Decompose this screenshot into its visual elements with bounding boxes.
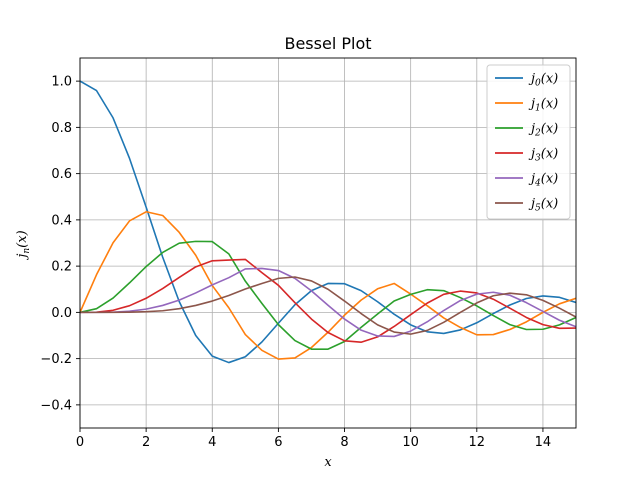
plot-area: 0 2 4 6 8 10 12 14−0.4−0.20.00.20.40.60.81.0	[40, 57, 577, 450]
series-line-5	[80, 276, 576, 335]
y-tick-label: 0.8	[51, 121, 72, 136]
legend-label-subscript: 4	[534, 179, 541, 189]
y-axis-label-arg: (x)	[15, 230, 30, 247]
legend-entry-label: j5(x)	[528, 197, 558, 214]
legend-label-arg: (x)	[541, 72, 558, 87]
y-tick-label: 0.0	[51, 306, 72, 321]
axes-frame	[79, 57, 577, 429]
legend-label-subscript: 3	[535, 154, 541, 164]
x-tick-label: 12	[469, 435, 486, 450]
x-tick-label: 2	[142, 435, 150, 450]
legend: j0(x)j1(x)j2(x)j3(x)j4(x)j5(x)	[486, 64, 571, 220]
legend-label-subscript: 5	[535, 204, 541, 214]
legend-label-j: j	[528, 147, 535, 162]
legend-entry-label: j1(x)	[528, 97, 558, 114]
legend-label-j: j	[528, 122, 535, 137]
x-tick-label: 8	[340, 435, 348, 450]
legend-label-arg: (x)	[541, 147, 558, 162]
legend-label-subscript: 0	[535, 79, 541, 89]
series-line-0	[80, 80, 576, 364]
y-tick-label: 0.4	[51, 213, 72, 228]
series-line-3	[80, 258, 576, 344]
y-axis-label-subscript: n	[22, 248, 32, 254]
legend-label-arg: (x)	[541, 172, 558, 187]
x-tick-label: 10	[402, 435, 419, 450]
legend-label-subscript: 2	[534, 129, 541, 139]
x-tick-label: 14	[535, 435, 552, 450]
y-axis-label-j: j	[15, 254, 30, 261]
x-tick-label: 6	[274, 435, 282, 450]
legend-entry-label: j3(x)	[528, 147, 558, 164]
x-tick-label: 4	[208, 435, 216, 450]
legend-label-arg: (x)	[541, 197, 558, 212]
y-tick-label: −0.4	[40, 398, 72, 413]
x-tick-label: 0	[76, 435, 84, 450]
legend-label-j: j	[528, 197, 535, 212]
legend-entry-label: j4(x)	[528, 172, 558, 189]
legend-label-j: j	[528, 97, 535, 112]
y-tick-label: −0.2	[40, 352, 72, 367]
legend-entry-label: j0(x)	[528, 72, 558, 89]
y-tick-label: 0.2	[51, 260, 72, 275]
legend-label-arg: (x)	[541, 122, 558, 137]
legend-label-subscript: 1	[535, 104, 541, 114]
y-tick-label: 1.0	[51, 75, 72, 90]
legend-label-j: j	[528, 172, 535, 187]
x-axis-label: x	[324, 455, 332, 470]
y-tick-label: 0.6	[51, 167, 72, 182]
legend-entry-label: j2(x)	[528, 122, 558, 139]
y-axis-label: jn(x)	[15, 230, 32, 260]
series-line-2	[80, 240, 576, 350]
series-line-4	[80, 267, 576, 338]
chart-title: Bessel Plot	[284, 34, 371, 53]
legend-label-j: j	[528, 72, 535, 87]
legend-label-arg: (x)	[541, 97, 558, 112]
